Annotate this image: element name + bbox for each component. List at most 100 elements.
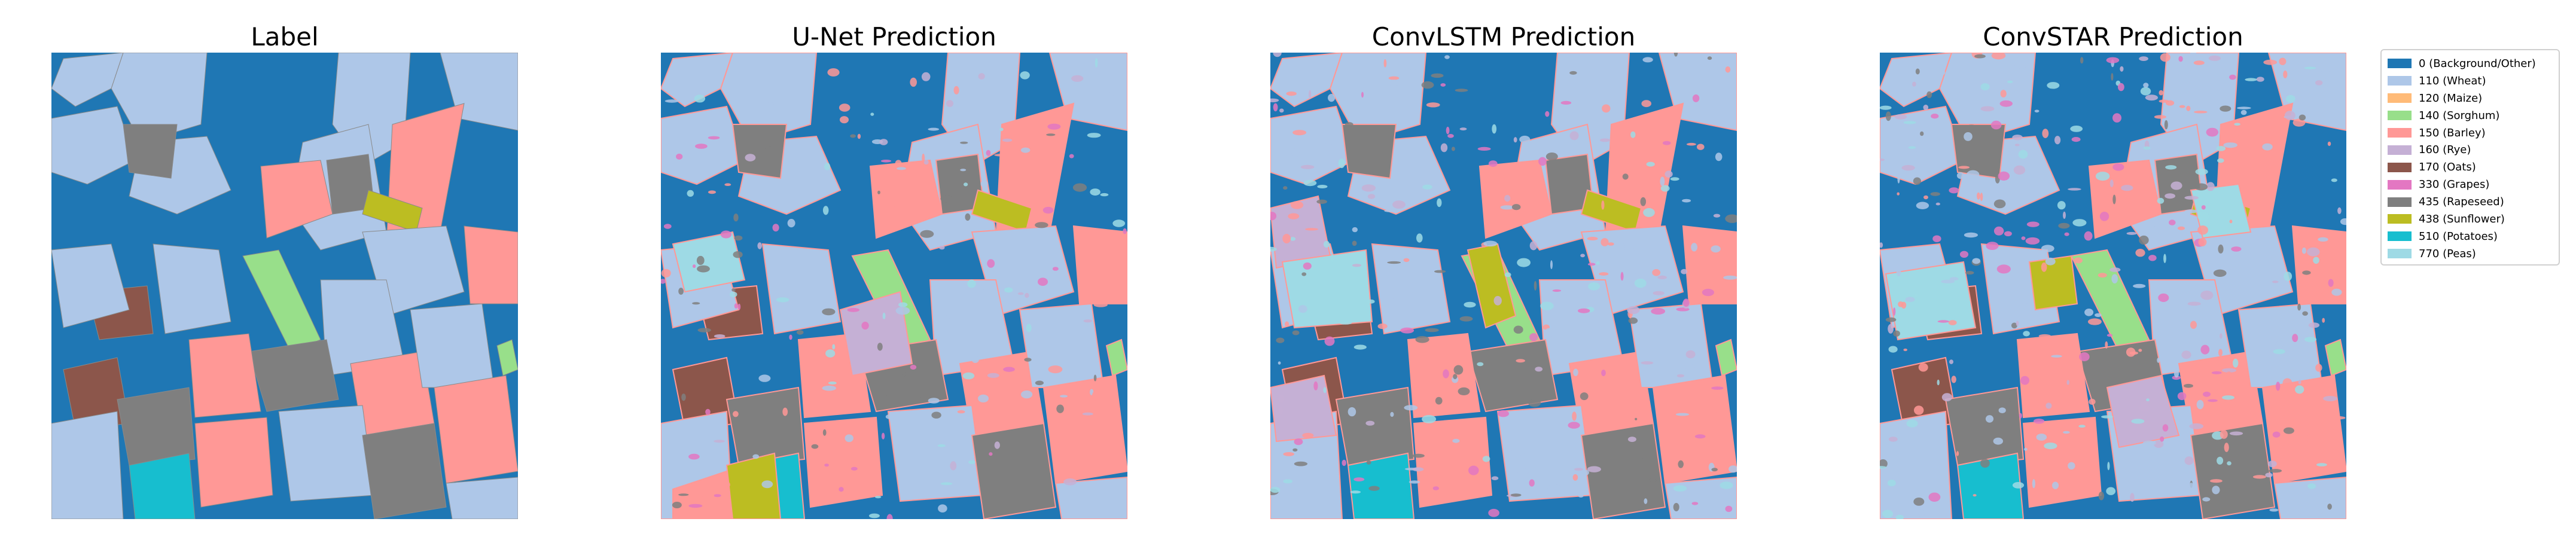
noise-spot <box>1673 485 1687 492</box>
noise-spot <box>994 441 1000 449</box>
noise-spot <box>1350 490 1361 494</box>
noise-spot <box>1519 135 1531 144</box>
noise-spot <box>2304 66 2316 69</box>
field-parcel <box>1341 124 1397 179</box>
legend-item: 160 (Rye) <box>2388 141 2553 158</box>
noise-spot <box>2170 181 2182 190</box>
noise-spot <box>1923 105 1929 111</box>
noise-spot <box>2139 56 2148 61</box>
noise-spot <box>1279 407 1284 415</box>
field-parcel <box>1042 374 1127 484</box>
noise-spot <box>1931 114 1939 119</box>
noise-spot <box>1510 493 1522 497</box>
noise-spot <box>2178 56 2183 62</box>
legend-swatch <box>2388 93 2412 103</box>
noise-spot <box>920 230 934 238</box>
noise-spot <box>857 133 861 139</box>
noise-spot <box>1458 492 1469 498</box>
noise-spot <box>2283 427 2294 434</box>
noise-spot <box>2032 479 2035 489</box>
noise-spot <box>1535 367 1543 372</box>
noise-spot <box>1725 214 1737 223</box>
legend-label: 330 (Grapes) <box>2419 178 2490 191</box>
noise-spot <box>2312 413 2322 419</box>
noise-spot <box>1880 158 1885 161</box>
noise-spot <box>1300 164 1315 169</box>
noise-spot <box>2143 83 2149 88</box>
noise-spot <box>880 160 892 163</box>
noise-spot <box>1998 407 2006 413</box>
noise-spot <box>1580 392 1589 401</box>
noise-spot <box>1082 412 1093 416</box>
noise-spot <box>2218 349 2223 356</box>
noise-spot <box>1352 240 1357 246</box>
noise-spot <box>1437 198 1442 208</box>
noise-spot <box>1365 420 1375 426</box>
noise-spot <box>1393 294 1399 302</box>
noise-spot <box>989 452 993 456</box>
noise-spot <box>2301 247 2306 254</box>
noise-spot <box>1003 367 1015 372</box>
noise-spot <box>1967 170 1980 179</box>
noise-spot <box>2292 334 2298 342</box>
noise-spot <box>2217 456 2224 465</box>
noise-spot <box>1949 187 1959 194</box>
noise-spot <box>1880 105 1892 110</box>
noise-spot <box>724 183 731 186</box>
noise-spot <box>2098 492 2105 501</box>
noise-spot <box>1694 434 1706 439</box>
noise-spot <box>1422 415 1437 423</box>
noise-spot <box>940 195 953 203</box>
noise-spot <box>2213 269 2227 277</box>
legend-label: 0 (Background/Other) <box>2419 57 2536 70</box>
noise-spot <box>1093 374 1097 382</box>
noise-spot <box>1680 68 1683 72</box>
noise-spot <box>2130 493 2135 502</box>
noise-spot <box>1046 133 1056 136</box>
noise-spot <box>1432 486 1439 490</box>
field-parcel <box>464 225 518 304</box>
noise-spot <box>2034 109 2040 113</box>
noise-spot <box>733 213 739 222</box>
noise-spot <box>1294 461 1307 466</box>
noise-spot <box>1409 480 1420 484</box>
noise-spot <box>1682 199 1691 203</box>
noise-spot <box>2042 129 2049 138</box>
noise-spot <box>1368 486 1380 491</box>
noise-spot <box>772 224 779 232</box>
noise-spot <box>2025 237 2040 245</box>
noise-spot <box>1305 228 1318 231</box>
noise-spot <box>1482 456 1490 462</box>
noise-spot <box>1568 422 1580 429</box>
noise-spot <box>928 398 940 404</box>
noise-spot <box>2307 483 2316 489</box>
noise-spot <box>1964 232 1978 238</box>
noise-spot <box>1447 134 1454 138</box>
noise-spot <box>1513 137 1517 143</box>
noise-spot <box>1894 114 1907 120</box>
noise-spot <box>2089 398 2096 405</box>
noise-spot <box>937 444 946 447</box>
noise-spot <box>1492 124 1497 134</box>
noise-spot <box>1403 258 1410 263</box>
noise-spot <box>1980 193 1983 202</box>
noise-spot <box>2041 245 2054 252</box>
noise-spot <box>2162 424 2169 432</box>
noise-spot <box>1273 53 1282 57</box>
legend-item: 438 (Sunflower) <box>2388 211 2553 228</box>
noise-spot <box>1651 308 1666 315</box>
noise-spot <box>2057 201 2066 210</box>
field-parcel <box>731 124 788 179</box>
noise-spot <box>950 461 957 471</box>
field-parcel <box>2016 332 2090 419</box>
noise-spot <box>2138 404 2150 411</box>
field-parcel <box>1580 422 1666 519</box>
noise-spot <box>1887 480 1896 487</box>
noise-spot <box>1317 185 1328 188</box>
map-canvas <box>661 53 1127 519</box>
noise-spot <box>733 251 743 258</box>
noise-spot <box>861 321 869 330</box>
noise-spot <box>1276 337 1285 343</box>
noise-spot <box>1673 503 1679 511</box>
noise-spot <box>2273 349 2285 355</box>
